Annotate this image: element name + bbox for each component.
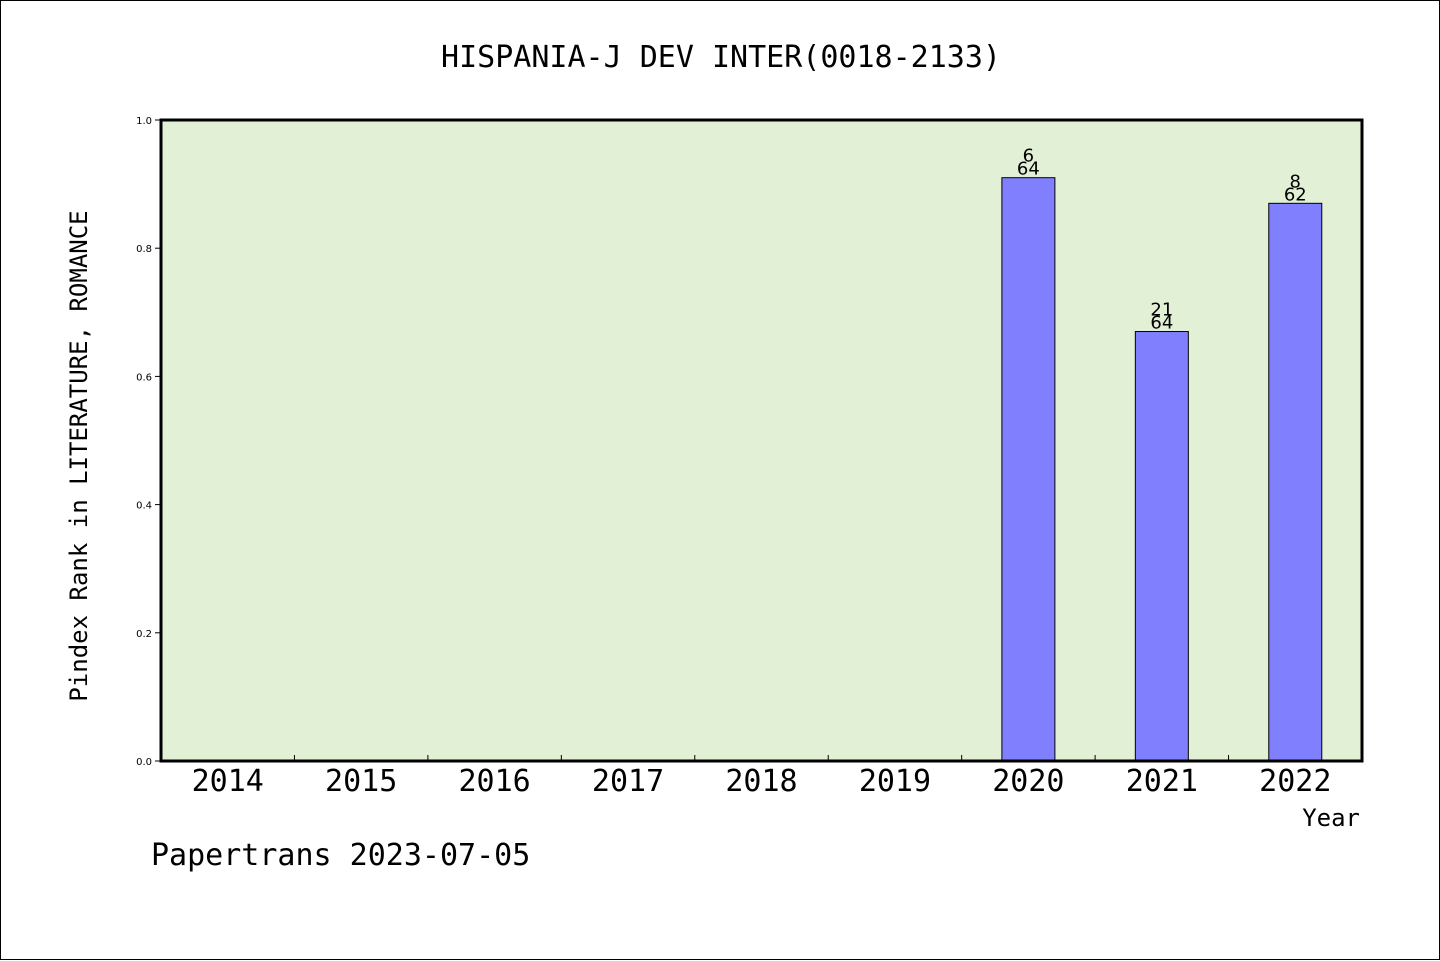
bar bbox=[1268, 202, 1323, 762]
y-tick-label: 1.0 bbox=[136, 116, 152, 127]
bar-rank-label: 21 bbox=[1150, 300, 1173, 321]
plot-border bbox=[159, 118, 1364, 763]
x-tick-label: 2019 bbox=[859, 764, 931, 799]
bar bbox=[1001, 177, 1056, 762]
x-axis: 2014 2015 2016 2017 2018 2019 2020 2021 2022 bbox=[192, 755, 1331, 799]
y-axis: 0.0 0.2 0.4 0.6 0.8 1.0 bbox=[136, 116, 161, 768]
bar-total-label: 62 bbox=[1284, 184, 1307, 205]
bar-rank-label: 8 bbox=[1290, 171, 1301, 192]
x-tick-label: 2018 bbox=[725, 764, 797, 799]
footer-text: Papertrans 2023-07-05 bbox=[151, 838, 530, 873]
chart-title: HISPANIA-J DEV INTER(0018-2133) bbox=[441, 40, 1001, 75]
y-tick-label: 0.2 bbox=[136, 629, 152, 640]
bar-total-label: 64 bbox=[1017, 159, 1040, 180]
bar bbox=[1134, 331, 1189, 762]
bar-rank-label: 6 bbox=[1023, 146, 1034, 167]
x-tick-label: 2016 bbox=[458, 764, 530, 799]
x-tick-label: 2014 bbox=[192, 764, 264, 799]
x-tick-label: 2022 bbox=[1259, 764, 1331, 799]
x-tick-label: 2020 bbox=[992, 764, 1064, 799]
y-tick-label: 0.0 bbox=[136, 757, 152, 768]
x-tick-label: 2021 bbox=[1126, 764, 1198, 799]
y-tick-label: 0.8 bbox=[136, 244, 152, 255]
bar-total-label: 64 bbox=[1150, 313, 1173, 334]
x-tick-label: 2015 bbox=[325, 764, 397, 799]
x-tick-label: 2017 bbox=[592, 764, 664, 799]
y-tick-label: 0.4 bbox=[136, 501, 152, 512]
y-tick-label: 0.6 bbox=[136, 372, 152, 383]
x-axis-label: Year bbox=[1302, 804, 1360, 832]
y-axis-label: Pindex Rank in LITERATURE, ROMANCE bbox=[65, 210, 93, 701]
